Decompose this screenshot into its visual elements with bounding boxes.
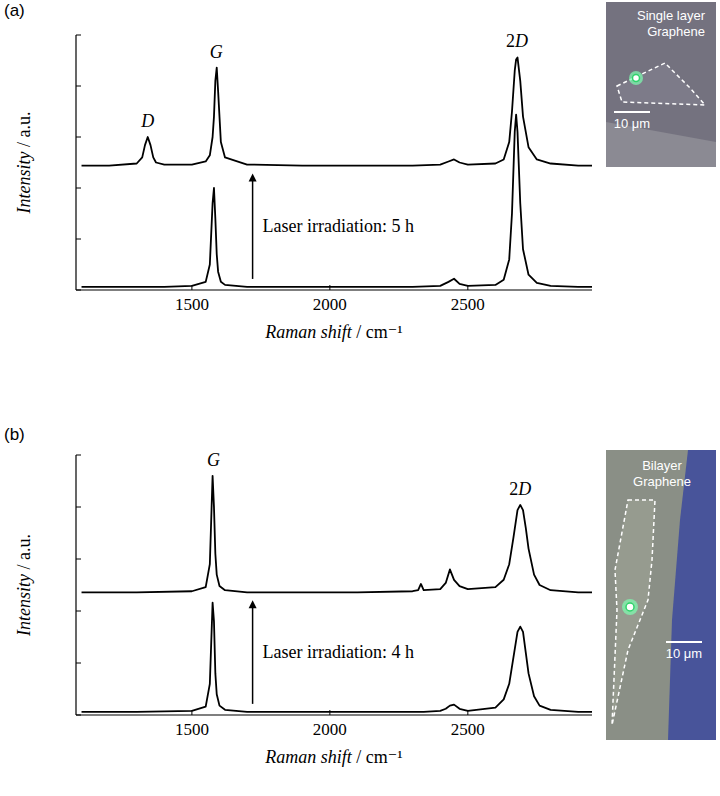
laser-spot — [633, 75, 640, 82]
photo-label: BilayerGraphene — [633, 458, 691, 489]
peak-label: G — [207, 450, 220, 470]
x-tick-label: 2500 — [451, 720, 485, 739]
plot-area — [82, 476, 592, 712]
x-tick-label: 2000 — [313, 295, 347, 314]
x-tick-label: 1500 — [175, 295, 209, 314]
y-tick — [76, 239, 81, 240]
x-tick-label: 2000 — [313, 720, 347, 739]
peak-label: 2D — [509, 479, 531, 499]
panel: (a) 1500 2000 2500 Raman shift / cm⁻¹ Intensi… — [4, 1, 592, 342]
scale-bar — [666, 641, 702, 643]
y-tick — [76, 35, 81, 36]
flake-outline — [612, 500, 655, 725]
photo-label: Single layerGraphene — [637, 8, 706, 39]
photo-background — [606, 2, 716, 167]
y-tick — [76, 559, 81, 560]
photo-background — [606, 450, 716, 740]
y-tick — [76, 715, 81, 716]
arrow-head — [249, 600, 257, 608]
arrow-label: Laser irradiation: 5 h — [263, 216, 414, 236]
y-tick — [76, 86, 81, 87]
x-tick-label: 2500 — [451, 295, 485, 314]
y-tick — [76, 663, 81, 664]
scale-bar — [614, 111, 650, 113]
y-axis-title: Intensity / a.u. — [14, 534, 34, 637]
peak-label: 2D — [506, 31, 528, 51]
x-axis-title: Raman shift / cm⁻¹ — [264, 322, 402, 342]
x-axis — [76, 289, 592, 290]
micrograph: Single layerGraphene 10 μm — [606, 2, 716, 167]
flake-outline — [617, 63, 705, 105]
peak-label: D — [140, 111, 154, 131]
scale-bar-label: 10 μm — [666, 646, 702, 661]
y-tick — [76, 455, 81, 456]
spectrum-line — [82, 476, 592, 592]
y-axis — [75, 455, 76, 715]
x-axis-title: Raman shift / cm⁻¹ — [264, 747, 402, 767]
arrow-shaft — [252, 606, 254, 704]
y-tick — [76, 188, 81, 189]
y-tick — [76, 137, 81, 138]
y-tick — [76, 611, 81, 612]
figure: (a) 1500 2000 2500 Raman shift / cm⁻¹ Intensi… — [0, 0, 720, 796]
x-axis — [76, 714, 592, 715]
plot-area — [82, 57, 592, 287]
arrow-label: Laser irradiation: 4 h — [263, 642, 414, 662]
y-tick — [76, 507, 81, 508]
panel-label: (b) — [4, 425, 25, 444]
panel-label: (a) — [4, 1, 25, 20]
thick-flake — [668, 450, 716, 740]
x-tick-label: 1500 — [175, 720, 209, 739]
arrow-head — [249, 174, 257, 182]
spectrum-line — [82, 603, 592, 712]
spectrum-line — [82, 115, 592, 287]
y-axis-title: Intensity / a.u. — [14, 112, 34, 215]
laser-spot-halo — [622, 599, 638, 615]
arrow-shaft — [252, 180, 254, 279]
y-tick — [76, 290, 81, 291]
scale-bar-label: 10 μm — [614, 116, 650, 131]
spectrum-line — [82, 57, 592, 165]
peak-label: G — [210, 42, 223, 62]
panel: (b) 1500 2000 2500 Raman shift / cm⁻¹ Intensi… — [4, 425, 592, 767]
y-axis — [75, 35, 76, 290]
micrograph: BilayerGraphene 10 μm — [606, 450, 716, 740]
laser-spot — [626, 603, 634, 611]
laser-spot-halo — [629, 71, 643, 85]
